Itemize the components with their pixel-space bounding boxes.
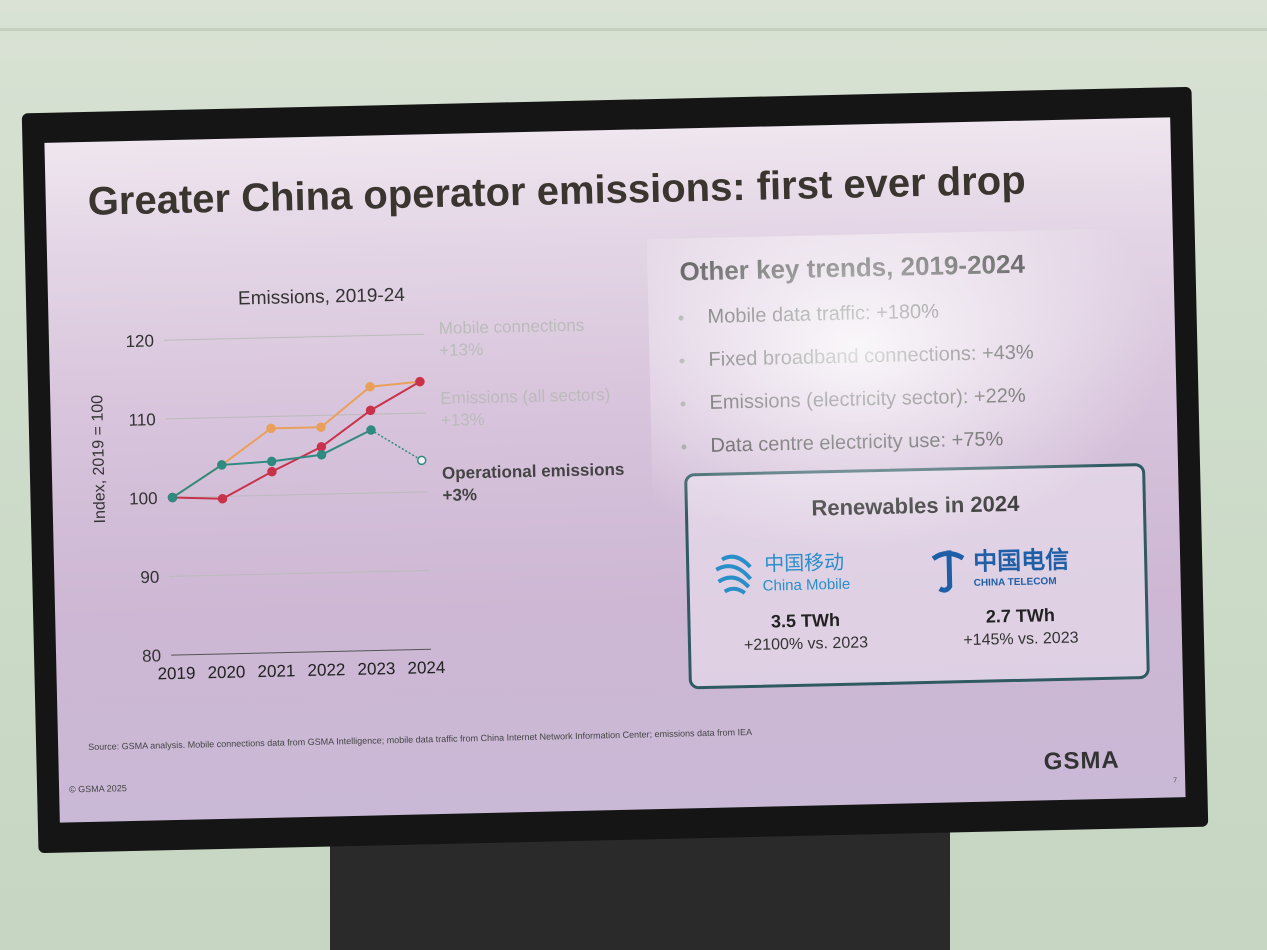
trend-text: Emissions (electricity sector): +22% (709, 384, 1026, 414)
source-note: Source: GSMA analysis. Mobile connection… (88, 726, 753, 753)
x-tick-label: 2019 (157, 664, 195, 684)
series-label: Emissions (all sectors) (440, 385, 610, 408)
trend-text: Data centre electricity use: +75% (710, 428, 1004, 457)
trend-item: Data centre electricity use: +75% (681, 417, 1036, 468)
x-tick-label: 2024 (407, 658, 445, 678)
presentation-slide: Greater China operator emissions: first … (44, 117, 1186, 823)
series-line-1 (172, 380, 421, 500)
series-change-label: +13% (439, 340, 483, 360)
data-point (365, 405, 376, 416)
y-tick-label: 90 (140, 568, 159, 587)
series-label: Mobile connections (439, 316, 585, 338)
renewables-change: +145% vs. 2023 (963, 629, 1079, 650)
svg-text:中国移动: 中国移动 (764, 551, 845, 576)
x-tick-label: 2021 (257, 661, 295, 681)
gridline (171, 648, 432, 656)
tv-screen: Greater China operator emissions: first … (21, 86, 1209, 854)
svg-text:CHINA TELECOM: CHINA TELECOM (974, 576, 1057, 589)
bullet-icon (681, 444, 687, 450)
data-point (366, 425, 376, 435)
y-tick-label: 100 (129, 489, 158, 509)
series-estimate-line (370, 429, 423, 462)
x-tick-label: 2020 (207, 662, 245, 682)
data-point (266, 423, 276, 434)
renewables-value: 3.5 TWh (770, 609, 841, 632)
series-change-label: +13% (441, 410, 485, 430)
series-line-0 (171, 380, 421, 499)
data-point (365, 381, 375, 392)
data-point (217, 460, 227, 470)
gridline (167, 491, 428, 499)
renewables-value: 2.7 TWh (985, 605, 1056, 627)
y-tick-label: 120 (125, 331, 154, 351)
emissions-line-chart: 80 90 100 110 120 2019 2020 2021 2022 2023 2024 Ind… (89, 316, 625, 684)
y-axis-label: Index, 2019 = 100 (89, 395, 109, 524)
trends-title: Other key trends, 2019-2024 (679, 248, 1026, 287)
wall-trim (0, 28, 1267, 31)
gridline (169, 569, 430, 577)
data-point (167, 492, 178, 503)
data-point (415, 376, 425, 387)
gridline (165, 412, 426, 420)
data-point (266, 456, 277, 467)
y-tick-label: 80 (142, 646, 161, 665)
slide-title: Greater China operator emissions: first … (87, 158, 1027, 224)
bullet-icon (678, 315, 684, 321)
y-tick-label: 110 (128, 410, 156, 430)
renewables-change: +2100% vs. 2023 (743, 634, 869, 655)
x-tick-label: 2022 (307, 660, 345, 680)
china-mobile-logo: 中国移动 China Mobile (715, 551, 850, 595)
svg-text:China Mobile: China Mobile (762, 576, 850, 595)
data-point (217, 494, 228, 504)
trend-text: Fixed broadband connections: +43% (708, 341, 1034, 371)
trend-text: Mobile data traffic: +180% (707, 300, 940, 328)
trends-list: Mobile data traffic: +180% Fixed broadba… (678, 288, 1036, 468)
data-point (416, 455, 427, 466)
china-telecom-logo: 中国电信 CHINA TELECOM (931, 546, 1070, 593)
gsma-logo: GSMA (1043, 746, 1121, 776)
x-tick-label: 2023 (357, 659, 395, 679)
data-point (316, 450, 327, 460)
copyright: © GSMA 2025 (68, 783, 127, 795)
data-point (267, 466, 277, 477)
bullet-icon (680, 401, 686, 407)
data-point (316, 422, 326, 432)
page-number: 7 (1173, 777, 1178, 785)
series-change-label: +3% (442, 485, 477, 505)
renewables-box: Renewables in 2024 中国移动 China Mobile 3.5… (684, 462, 1150, 690)
renewables-title: Renewables in 2024 (811, 490, 1020, 521)
svg-text:中国电信: 中国电信 (973, 546, 1070, 576)
operator-china-mobile: 中国移动 China Mobile 3.5 TWh +2100% vs. 202… (704, 541, 906, 656)
gridline (163, 333, 424, 341)
data-point (316, 442, 327, 452)
bullet-icon (679, 358, 685, 364)
operator-china-telecom: 中国电信 CHINA TELECOM 2.7 TWh +145% vs. 202… (919, 537, 1121, 652)
series-label: Operational emissions (442, 460, 625, 483)
